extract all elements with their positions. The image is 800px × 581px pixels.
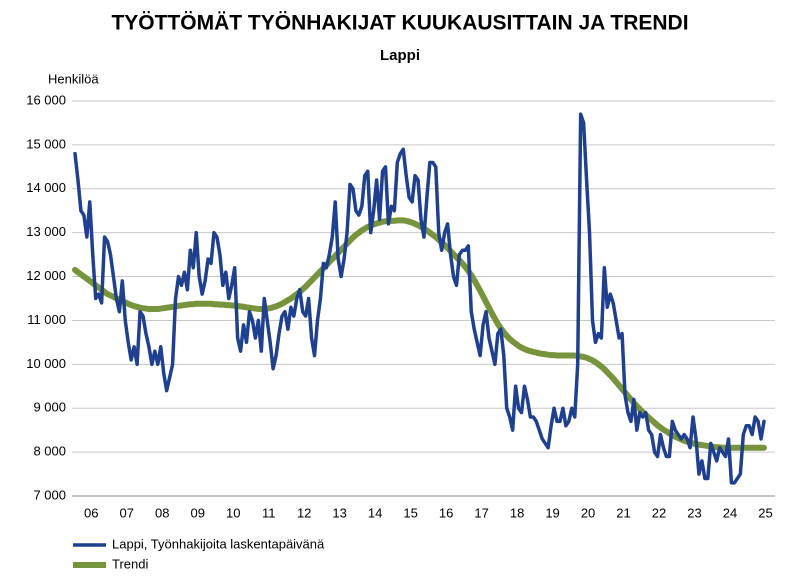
x-tick-label: 13	[332, 505, 346, 520]
x-tick-label: 14	[368, 505, 382, 520]
x-tick-label: 11	[262, 505, 276, 520]
x-tick-label: 20	[581, 505, 595, 520]
x-tick-label: 24	[723, 505, 737, 520]
x-tick-label: 08	[155, 505, 169, 520]
x-tick-label: 25	[758, 505, 772, 520]
y-axis-label: Henkilöä	[48, 71, 99, 86]
x-tick-label: 10	[226, 505, 240, 520]
y-tick-label: 16 000	[26, 92, 66, 107]
x-tick-label: 07	[120, 505, 134, 520]
x-tick-label: 23	[687, 505, 701, 520]
legend-label: Trendi	[112, 556, 148, 571]
x-tick-label: 22	[652, 505, 666, 520]
series-line	[72, 217, 767, 451]
x-tick-label: 15	[403, 505, 417, 520]
chart-subtitle: Lappi	[380, 47, 420, 64]
y-tick-label: 7 000	[33, 487, 66, 502]
x-tick-label: 16	[439, 505, 453, 520]
chart-title: TYÖTTÖMÄT TYÖNHAKIJAT KUUKAUSITTAIN JA T…	[111, 12, 688, 35]
x-tick-label: 19	[545, 505, 559, 520]
y-tick-label: 10 000	[26, 356, 66, 371]
x-tick-label: 09	[190, 505, 204, 520]
series-line	[73, 112, 766, 485]
y-tick-label: 13 000	[26, 224, 66, 239]
y-tick-label: 12 000	[26, 268, 66, 283]
y-tick-label: 15 000	[26, 136, 66, 151]
x-tick-label: 12	[297, 505, 311, 520]
y-tick-label: 14 000	[26, 180, 66, 195]
legend-label: Lappi, Työnhakijoita laskentapäivänä	[112, 536, 325, 551]
y-tick-label: 8 000	[33, 444, 66, 459]
x-tick-label: 17	[474, 505, 488, 520]
y-tick-label: 11 000	[27, 312, 66, 327]
y-tick-label: 9 000	[33, 400, 66, 415]
x-tick-label: 06	[84, 505, 98, 520]
x-tick-label: 18	[510, 505, 524, 520]
x-tick-label: 21	[616, 505, 630, 520]
